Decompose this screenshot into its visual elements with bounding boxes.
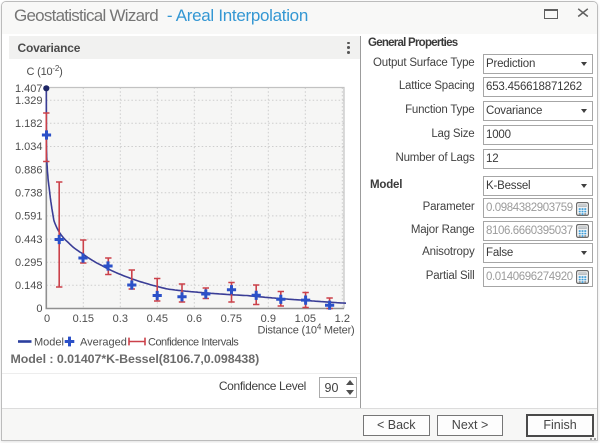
svg-text:0: 0 — [36, 303, 42, 315]
svg-text:0.591: 0.591 — [15, 211, 43, 223]
svg-text:0.738: 0.738 — [15, 188, 43, 200]
svg-text:0.75: 0.75 — [221, 313, 242, 325]
svg-text:Model: Model — [34, 336, 64, 348]
svg-text:1.05: 1.05 — [295, 313, 316, 325]
svg-text:Averaged: Averaged — [80, 336, 127, 348]
svg-text:1.2: 1.2 — [335, 313, 350, 325]
svg-text:0: 0 — [44, 313, 50, 325]
svg-text:0.148: 0.148 — [15, 280, 43, 292]
svg-text:1.182: 1.182 — [15, 118, 43, 130]
svg-text:1.034: 1.034 — [15, 141, 43, 153]
svg-text:0.45: 0.45 — [147, 313, 168, 325]
svg-text:C (10-2): C (10-2) — [27, 64, 63, 78]
svg-text:0.443: 0.443 — [15, 234, 43, 246]
svg-text:0.3: 0.3 — [113, 313, 128, 325]
svg-text:0.6: 0.6 — [187, 313, 202, 325]
svg-text:0.15: 0.15 — [73, 313, 94, 325]
svg-text:Confidence Intervals: Confidence Intervals — [148, 336, 239, 348]
svg-text:Distance (104 Meter): Distance (104 Meter) — [257, 323, 354, 337]
svg-text:1.407: 1.407 — [15, 83, 43, 95]
svg-text:0.295: 0.295 — [15, 257, 43, 269]
svg-text:0.886: 0.886 — [15, 164, 43, 176]
svg-text:0.9: 0.9 — [261, 313, 276, 325]
svg-text:1.329: 1.329 — [15, 95, 43, 107]
